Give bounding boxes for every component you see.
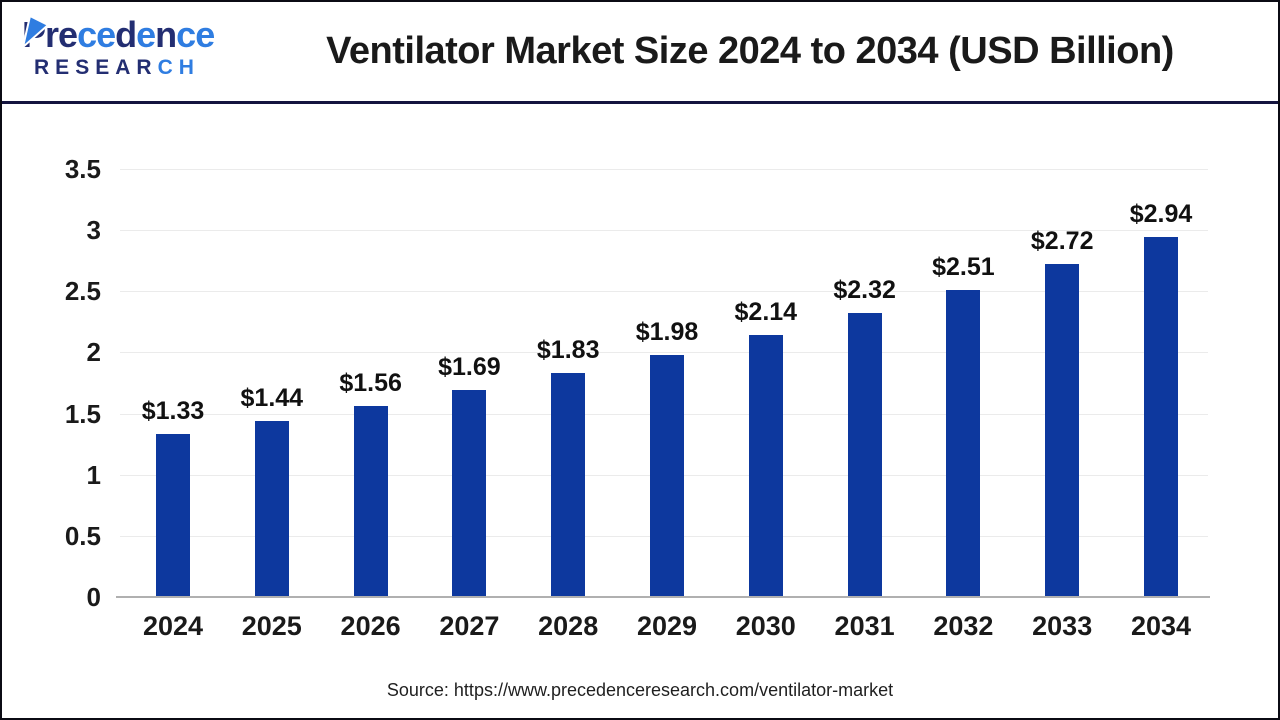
subtitle-letter: E xyxy=(55,56,76,79)
y-axis-label-1: 1 xyxy=(86,459,101,490)
x-axis-label-2034: 2034 xyxy=(1130,611,1192,641)
brand-letter: d xyxy=(115,14,137,55)
plot-area xyxy=(116,169,1210,598)
bar-2026 xyxy=(353,406,388,597)
logo-brand-letters: Precedence xyxy=(22,14,215,55)
logo-brand-text: Precedence xyxy=(21,14,262,56)
bar-2024 xyxy=(156,434,190,597)
bar-2033 xyxy=(1045,264,1080,597)
bar-value-label-2028: $1.83 xyxy=(536,336,600,365)
bar-value-label-2027: $1.69 xyxy=(438,353,501,382)
gridline-3 xyxy=(120,230,1208,232)
bar-value-label-2026: $1.56 xyxy=(339,369,402,398)
brand-letter: c xyxy=(77,14,97,55)
bar-2034 xyxy=(1144,237,1178,597)
bar-2025 xyxy=(254,420,289,597)
bar-2028 xyxy=(551,373,586,597)
bar-value-label-2025: $1.44 xyxy=(240,383,304,412)
subtitle-letter: E xyxy=(95,56,116,79)
header: Precedence RESEARCH Ventilator Market Si… xyxy=(2,2,1278,104)
bar-2027 xyxy=(452,390,487,597)
subtitle-letter: A xyxy=(115,56,137,79)
brand-letter: e xyxy=(96,14,116,55)
source-text: Source: https://www.precedenceresearch.c… xyxy=(386,680,894,700)
brand-letter: n xyxy=(155,14,177,55)
logo-subtitle-text: RESEARCH xyxy=(34,56,262,80)
x-axis-label-2028: 2028 xyxy=(538,611,599,641)
subtitle-letter: R xyxy=(34,56,56,79)
brand-letter: P xyxy=(22,14,46,55)
bar-2029 xyxy=(650,354,684,597)
y-axis-label-3: 3 xyxy=(86,215,101,246)
x-axis-label-2026: 2026 xyxy=(340,611,401,641)
bar-value-label-2024: $1.33 xyxy=(141,397,205,426)
bar-value-label-2034: $2.94 xyxy=(1129,200,1193,229)
subtitle-letter: R xyxy=(136,56,158,79)
subtitle-letter: S xyxy=(75,56,96,79)
bar-value-label-2032: $2.51 xyxy=(932,253,995,282)
x-axis-label-2030: 2030 xyxy=(735,611,796,641)
bar-2031 xyxy=(847,313,882,597)
y-axis-label-0: 0 xyxy=(86,582,101,612)
bar-value-label-2033: $2.72 xyxy=(1030,227,1094,256)
x-axis-label-2029: 2029 xyxy=(636,611,698,641)
bar-value-label-2030: $2.14 xyxy=(734,298,798,327)
x-axis-label-2032: 2032 xyxy=(933,611,994,641)
bar-2032 xyxy=(946,290,981,597)
y-axis-label-2: 2 xyxy=(86,337,101,368)
bar-value-label-2031: $2.32 xyxy=(833,276,896,305)
x-axis-label-2033: 2033 xyxy=(1032,611,1093,641)
brand-letter: r xyxy=(45,14,59,55)
subtitle-letter: H xyxy=(178,56,200,79)
brand-letter: e xyxy=(195,14,215,55)
x-axis-line xyxy=(116,596,1210,598)
bar-2030 xyxy=(748,335,783,597)
x-axis-label-2031: 2031 xyxy=(834,611,895,641)
gridline-2 xyxy=(120,352,1208,354)
x-axis-label-2025: 2025 xyxy=(241,611,302,641)
y-axis-label-0.5: 0.5 xyxy=(64,520,101,551)
bar-value-label-2029: $1.98 xyxy=(635,317,699,346)
subtitle-letter: C xyxy=(157,56,179,79)
y-axis-label-1.5: 1.5 xyxy=(64,398,101,429)
gridline-2.5 xyxy=(120,291,1208,293)
y-axis-label-2.5: 2.5 xyxy=(64,276,101,307)
x-axis-label-2024: 2024 xyxy=(142,611,204,641)
brand-letter: e xyxy=(136,14,156,55)
y-axis-label-3.5: 3.5 xyxy=(64,154,101,184)
brand-letter: e xyxy=(58,14,78,55)
chart-title: Ventilator Market Size 2024 to 2034 (USD… xyxy=(326,30,1174,72)
x-axis-label-2027: 2027 xyxy=(439,611,500,641)
gridline-3.5 xyxy=(120,169,1208,170)
precedence-research-logo: Precedence RESEARCH xyxy=(21,14,262,80)
brand-letter: c xyxy=(176,14,196,55)
